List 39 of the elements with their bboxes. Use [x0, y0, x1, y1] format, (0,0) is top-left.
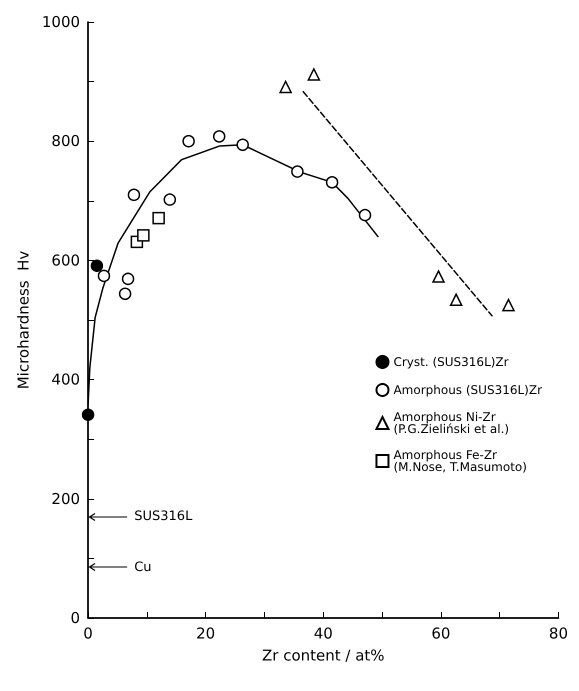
point	[432, 270, 445, 283]
point	[82, 408, 94, 422]
point	[212, 130, 226, 143]
y-tick-label: 400	[51, 370, 80, 389]
legend-label: Amorphous Ni-Zr (P.G.Zieliński et al.)	[393, 410, 510, 436]
x-tick-label: 80	[548, 624, 568, 642]
point	[152, 212, 165, 224]
point	[137, 229, 150, 242]
point	[291, 165, 304, 178]
point	[308, 68, 320, 81]
point	[128, 188, 140, 202]
legend-label: Amorphous Fe-Zr (M.Nose, T.Masumoto)	[393, 448, 527, 474]
y-tick-label: 800	[51, 132, 80, 150]
y-tick-label: 600	[51, 251, 80, 270]
y-tick-label: 200	[51, 490, 80, 508]
point	[122, 272, 134, 286]
point	[358, 208, 372, 222]
point	[279, 80, 292, 94]
point	[236, 138, 249, 152]
ref-line-label: Cu	[134, 560, 152, 575]
y-axis-title: Microhardness Hv	[14, 250, 32, 390]
legend-label: Amorphous (SUS316L)Zr	[393, 383, 542, 397]
legend-label: Cryst. (SUS316L)Zr	[393, 355, 509, 369]
point	[450, 293, 462, 306]
point	[182, 134, 195, 148]
x-tick-label: 60	[431, 624, 450, 642]
ref-line-label: SUS316L	[134, 509, 194, 524]
point	[90, 260, 104, 272]
point	[118, 288, 132, 300]
y-tick-label: 0	[70, 609, 80, 627]
point	[326, 176, 338, 189]
point	[98, 270, 110, 282]
point	[164, 193, 176, 206]
x-tick-label: 0	[83, 624, 93, 642]
x-axis-title: Zr content / at%	[262, 646, 385, 664]
point	[502, 298, 515, 312]
y-tick-label: 1000	[42, 13, 80, 31]
x-tick-label: 40	[314, 624, 333, 642]
x-tick-label: 20	[196, 624, 216, 642]
